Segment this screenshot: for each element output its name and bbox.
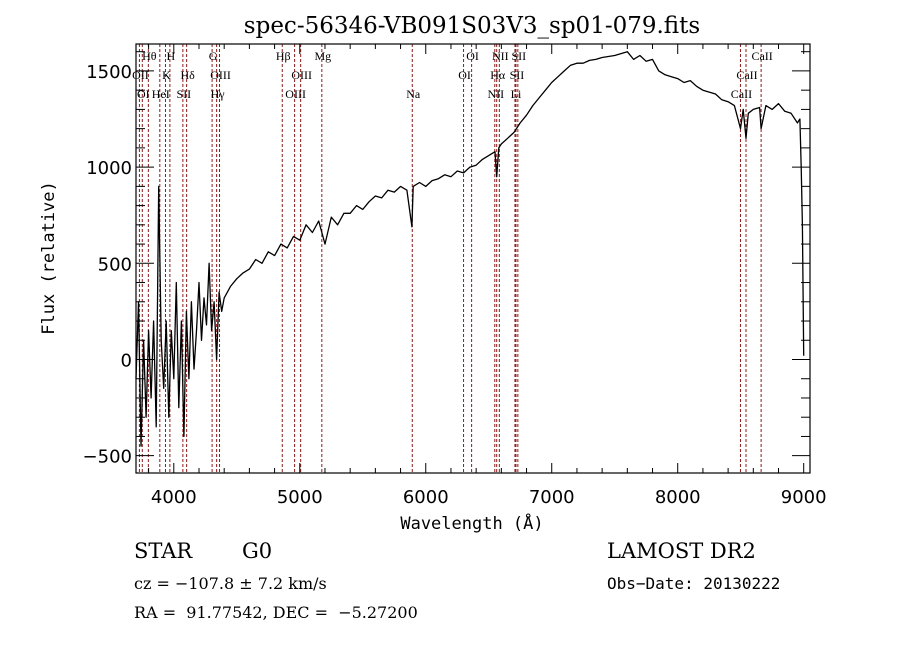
x-axis-ticks: 4000 5000 6000 7000 8000 9000 xyxy=(148,44,827,508)
x-tick-label: 5000 xyxy=(277,487,323,508)
spectrum-series-line xyxy=(135,51,805,447)
x-tick-label: 9000 xyxy=(781,487,827,508)
obs-date: Obs−Date: 20130222 xyxy=(607,574,781,593)
y-tick-label: 1000 xyxy=(86,158,132,179)
spectral-line-label: OIII xyxy=(285,87,306,101)
spectral-line-label: OI xyxy=(458,68,471,82)
spectral-line-label: K xyxy=(162,68,171,82)
spectral-line-label: Hθ xyxy=(142,49,157,63)
y-tick-label: 1500 xyxy=(86,62,132,83)
spectral-line-label: OIII xyxy=(210,68,231,82)
survey-name: LAMOST DR2 xyxy=(607,539,756,563)
x-axis-label: Wavelength (Å) xyxy=(400,512,543,534)
coordinates-readout: RA = 91.77542, DEC = −5.27200 xyxy=(134,603,418,622)
spectral-line-label: Hβ xyxy=(276,49,291,63)
spectral-line-label: CaII xyxy=(751,49,772,63)
spectral-line-label: OI xyxy=(466,49,479,63)
y-tick-label: 500 xyxy=(98,254,132,275)
spectral-line-label: NII xyxy=(492,49,509,63)
spectral-line-label: H xyxy=(167,49,176,63)
object-subclass: G0 xyxy=(242,539,273,563)
spectral-line-label: HeI xyxy=(152,87,170,101)
x-tick-label: 8000 xyxy=(655,487,701,508)
x-tick-label: 6000 xyxy=(403,487,449,508)
x-tick-label: 4000 xyxy=(151,487,197,508)
spectral-line-label: Hγ xyxy=(211,87,226,101)
plot-frame xyxy=(135,43,811,474)
spectral-line-label: Hδ xyxy=(180,68,195,82)
y-tick-label: −500 xyxy=(83,447,132,468)
spectral-line-label: OI xyxy=(137,87,150,101)
spectral-line-label: Hα xyxy=(490,68,506,82)
y-tick-label: 0 xyxy=(121,350,132,371)
x-tick-label: 7000 xyxy=(529,487,575,508)
spectral-line-label: G xyxy=(209,49,218,63)
y-axis-label: Flux (relative) xyxy=(39,181,59,335)
redshift-readout: cz = −107.8 ± 7.2 km/s xyxy=(134,574,327,593)
spectral-line-label: OIII xyxy=(291,68,312,82)
spectral-line-label: SII xyxy=(177,87,192,101)
spectral-line-label: SII xyxy=(512,49,527,63)
spectral-line-markers xyxy=(138,44,762,473)
spectral-line-label: Na xyxy=(406,87,421,101)
chart-title: spec-56346-VB091S03V3_sp01-079.fits xyxy=(244,13,700,39)
spectral-line-label: CaII xyxy=(736,68,757,82)
object-class: STAR xyxy=(134,539,193,563)
spectral-line-label: OII xyxy=(132,68,149,82)
y-axis-ticks: −500 0 500 1000 1500 xyxy=(83,51,810,468)
spectral-line-label: CaII xyxy=(731,87,752,101)
spectral-line-label: SII xyxy=(510,68,525,82)
spectral-line-label: Mg xyxy=(314,49,331,63)
spectral-line-label: NII xyxy=(487,87,504,101)
spectral-line-label: Li xyxy=(511,87,522,101)
